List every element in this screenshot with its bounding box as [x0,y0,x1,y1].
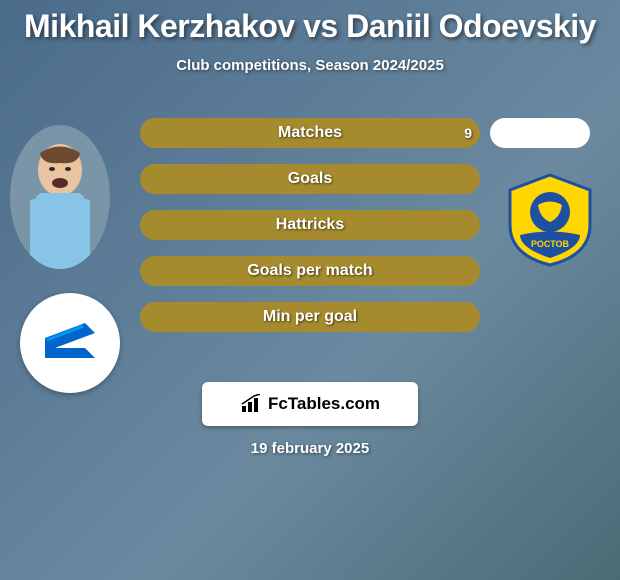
brand-logo: FcTables.com [240,394,380,414]
stats-container: Matches9 Goals Hattricks Goals per match Min… [0,118,620,348]
stat-bar-left [140,118,480,148]
brand-box: FcTables.com [202,382,418,426]
stat-bar-left [140,302,480,332]
stat-row: Goals per match [0,256,620,286]
page-subtitle: Club competitions, Season 2024/2025 [0,57,620,74]
page-title: Mikhail Kerzhakov vs Daniil Odoevskiy [0,0,620,45]
stat-row: Goals [0,164,620,194]
brand-text: FcTables.com [268,394,380,414]
stat-row: Min per goal [0,302,620,332]
stat-row: Hattricks [0,210,620,240]
stat-row: Matches9 [0,118,620,148]
stat-bar-left [140,164,480,194]
stat-bar-right [490,118,590,148]
stat-right-value: 9 [464,118,472,148]
stat-bar-left [140,210,480,240]
footer-date: 19 february 2025 [0,440,620,457]
stat-bar-left [140,256,480,286]
chart-icon [240,394,264,414]
